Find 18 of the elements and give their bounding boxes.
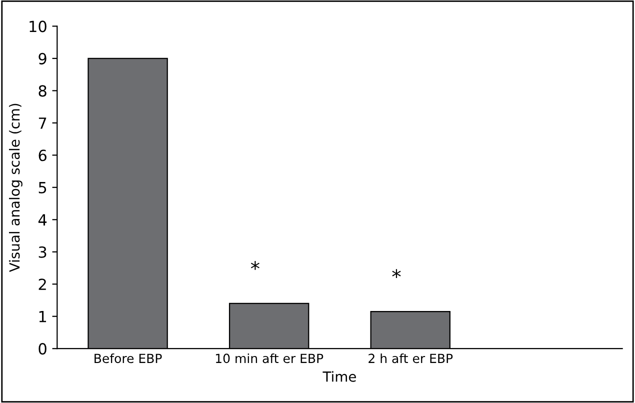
y-tick-label: 10 [30,20,46,32]
annotation: * [392,269,401,278]
annotation: * [250,261,260,270]
y-axis-title: Visual analog scale (cm) [8,104,22,272]
y-tick-label: 0 [38,343,46,355]
x-tick-label: 10 min aft er EBP [216,353,324,364]
x-axis-title: Time [322,371,356,382]
y-tick-label: 2 [38,278,46,290]
y-tick-label: 7 [38,118,46,129]
y-tick-label: 8 [38,85,46,97]
y-tick-label: 4 [38,214,47,226]
y-tick-label: 6 [38,150,46,162]
x-tick-label: 2 h aft er EBP [368,353,453,364]
x-tick-label: Before EBP [94,353,162,364]
y-tick-label: 5 [38,182,46,194]
y-tick-label: 3 [38,246,46,258]
y-tick-label: 1 [39,311,46,322]
y-tick-label: 9 [38,52,46,64]
